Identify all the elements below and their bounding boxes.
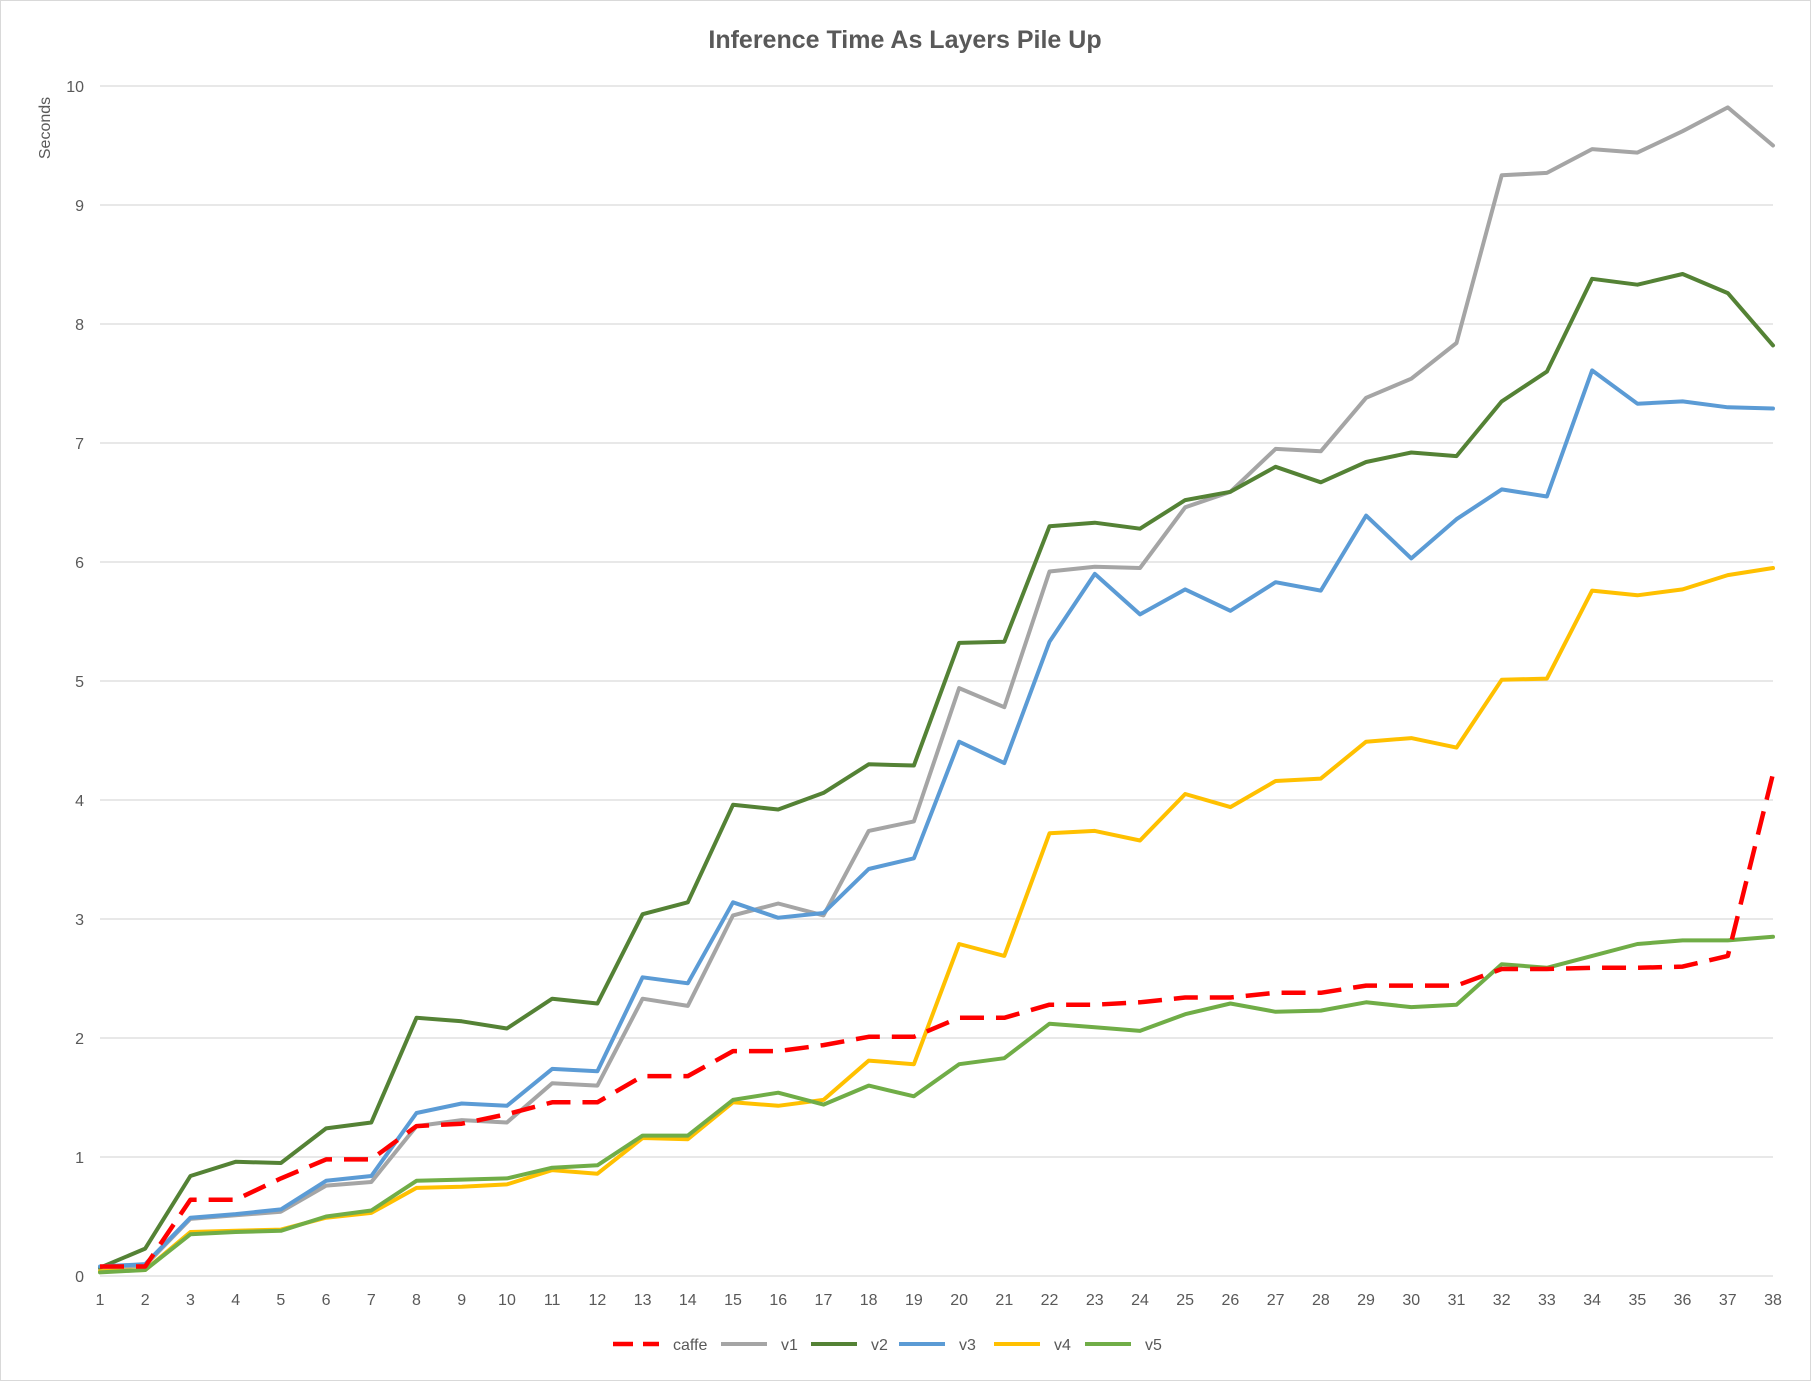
x-tick-label: 28 (1312, 1292, 1330, 1309)
x-tick-label: 10 (498, 1292, 516, 1309)
x-tick-label: 36 (1674, 1292, 1692, 1309)
series-line-v5 (98, 934, 1775, 1275)
x-tick-label: 26 (1222, 1292, 1240, 1309)
x-tick-label: 15 (724, 1292, 742, 1309)
x-tick-label: 1 (96, 1292, 105, 1309)
x-tick-label: 12 (588, 1292, 606, 1309)
y-tick-label: 10 (66, 79, 84, 96)
y-tick-label: 2 (75, 1031, 84, 1048)
y-tick-label: 6 (75, 555, 84, 572)
x-tick-label: 4 (231, 1292, 240, 1309)
x-tick-label: 17 (815, 1292, 833, 1309)
x-tick-label: 18 (860, 1292, 878, 1309)
legend-label-v4: v4 (1054, 1337, 1071, 1354)
x-tick-label: 33 (1538, 1292, 1556, 1309)
y-tick-label: 7 (75, 436, 84, 453)
y-tick-label: 9 (75, 198, 84, 215)
x-tick-label: 13 (634, 1292, 652, 1309)
x-axis-ticks: 1 2 3 4 5 6 7 8 9 10 11 12 13 14 15 16 17 18 19 20 21 22 23 24 2… (96, 1292, 1782, 1309)
x-tick-label: 37 (1719, 1292, 1737, 1309)
x-tick-label: 31 (1448, 1292, 1466, 1309)
x-tick-label: 21 (995, 1292, 1013, 1309)
y-tick-label: 3 (75, 912, 84, 929)
x-tick-label: 7 (367, 1292, 376, 1309)
x-tick-label: 14 (679, 1292, 697, 1309)
y-tick-label: 1 (75, 1150, 84, 1167)
series-line-v1 (98, 105, 1775, 1271)
y-axis-label: Seconds (37, 97, 54, 159)
legend-label-v1: v1 (781, 1337, 798, 1354)
x-tick-label: 35 (1628, 1292, 1646, 1309)
legend-label-v5: v5 (1145, 1337, 1162, 1354)
x-tick-label: 6 (322, 1292, 331, 1309)
x-tick-label: 23 (1086, 1292, 1104, 1309)
x-tick-label: 19 (905, 1292, 923, 1309)
x-tick-label: 11 (544, 1292, 561, 1309)
x-tick-label: 20 (950, 1292, 968, 1309)
legend-label-caffe: caffe (673, 1337, 708, 1354)
series-lines (98, 105, 1776, 1275)
series-line-caffe (100, 773, 1776, 1269)
legend-label-v3: v3 (959, 1337, 976, 1354)
chart-title: Inference Time As Layers Pile Up (708, 26, 1101, 54)
series-line-v4 (98, 566, 1775, 1274)
y-tick-label: 0 (75, 1269, 84, 1286)
legend: caffe v1 v2 v3 v4 v5 (613, 1337, 1162, 1354)
x-tick-label: 16 (769, 1292, 787, 1309)
series-line-v2 (98, 272, 1775, 1270)
x-tick-label: 30 (1402, 1292, 1420, 1309)
y-tick-label: 5 (75, 674, 84, 691)
legend-label-v2: v2 (871, 1337, 888, 1354)
x-tick-label: 27 (1267, 1292, 1285, 1309)
gridlines (100, 85, 1773, 1277)
y-axis-ticks: 0 1 2 3 4 5 6 7 8 9 10 (66, 79, 84, 1286)
x-tick-label: 22 (1041, 1292, 1059, 1309)
x-tick-label: 3 (186, 1292, 195, 1309)
x-tick-label: 2 (141, 1292, 150, 1309)
y-tick-label: 8 (75, 317, 84, 334)
x-tick-label: 32 (1493, 1292, 1511, 1309)
x-tick-label: 25 (1176, 1292, 1194, 1309)
x-tick-label: 5 (276, 1292, 285, 1309)
x-tick-label: 29 (1357, 1292, 1375, 1309)
x-tick-label: 24 (1131, 1292, 1149, 1309)
x-tick-label: 9 (457, 1292, 466, 1309)
y-tick-label: 4 (75, 793, 84, 810)
x-tick-label: 34 (1583, 1292, 1601, 1309)
series-line-v3 (98, 368, 1775, 1269)
x-tick-label: 8 (412, 1292, 421, 1309)
x-tick-label: 38 (1764, 1292, 1782, 1309)
